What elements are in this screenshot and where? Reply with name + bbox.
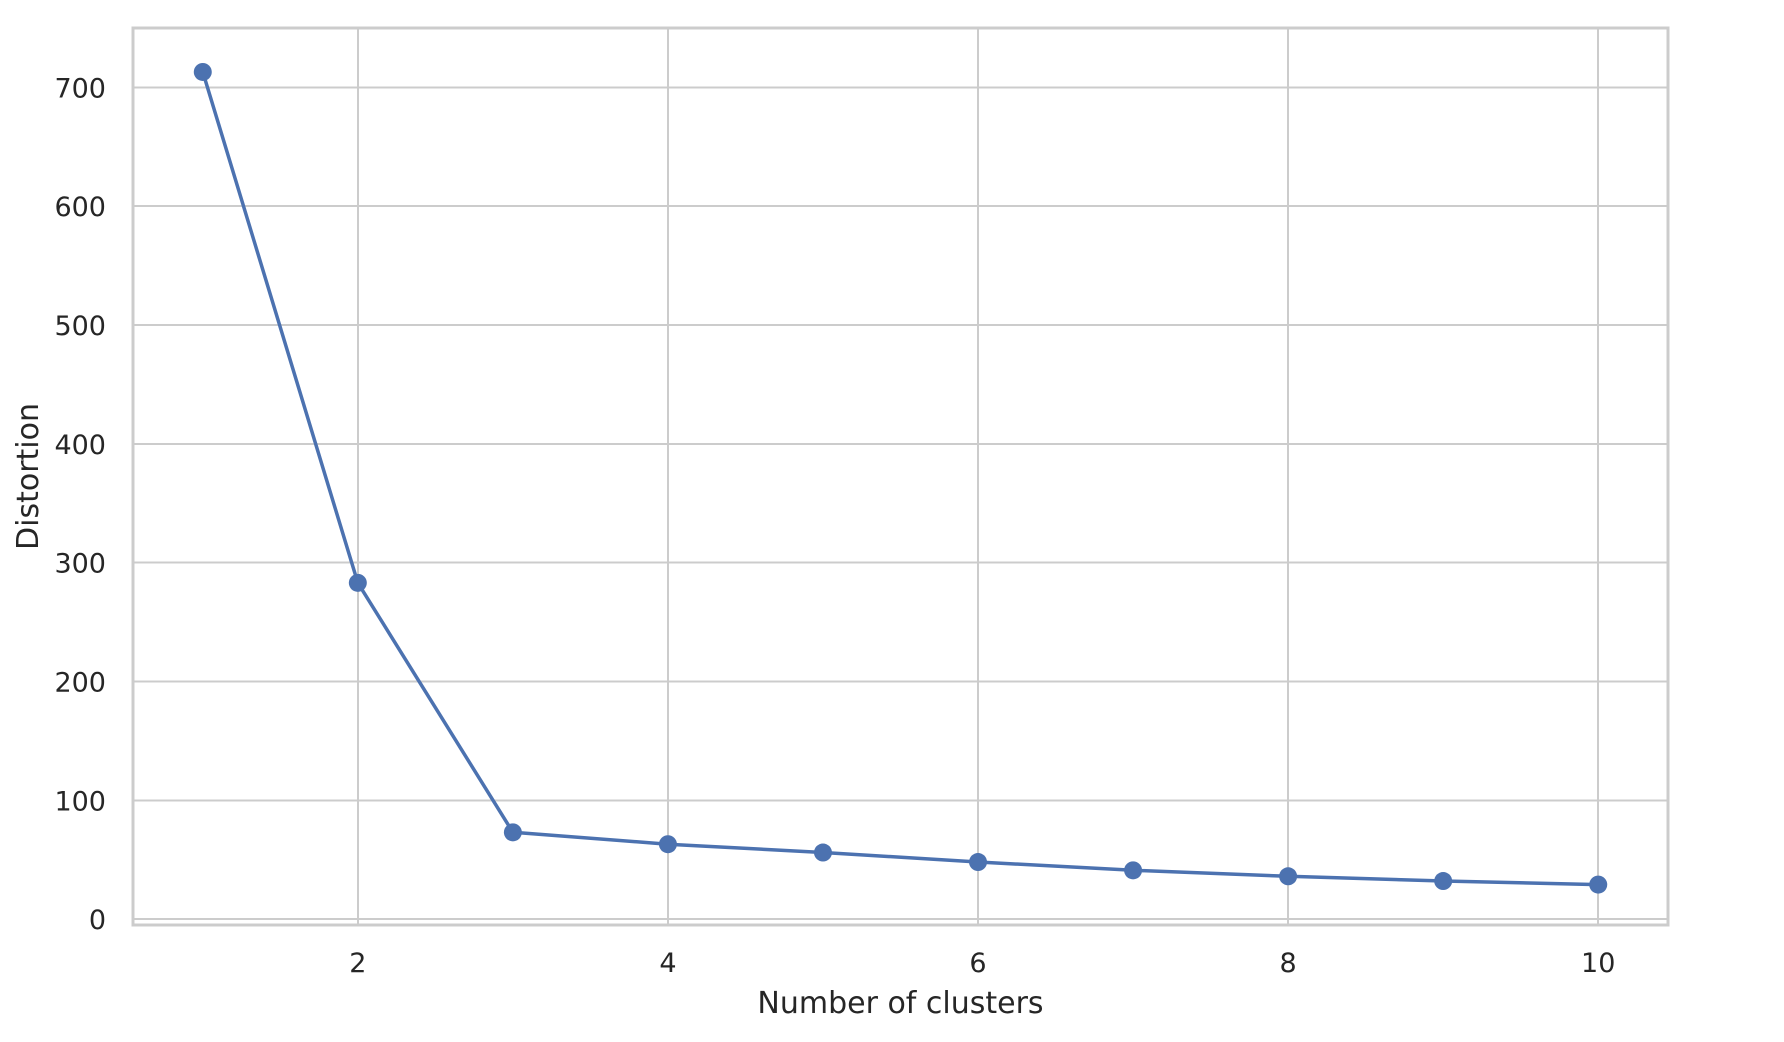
data-point bbox=[969, 853, 988, 872]
y-tick-label: 0 bbox=[89, 905, 106, 936]
x-tick-label: 10 bbox=[1581, 948, 1615, 979]
y-tick-label: 300 bbox=[54, 549, 106, 580]
data-point bbox=[1434, 872, 1453, 891]
x-axis-label: Number of clusters bbox=[757, 986, 1043, 1021]
data-point bbox=[503, 823, 522, 842]
series-line bbox=[201, 70, 1600, 887]
y-tick-label: 200 bbox=[54, 667, 106, 698]
data-point bbox=[193, 62, 212, 81]
data-point bbox=[813, 843, 832, 862]
y-tick-label: 700 bbox=[54, 73, 106, 104]
x-tick-label: 8 bbox=[1280, 948, 1297, 979]
x-tick-label: 6 bbox=[969, 948, 986, 979]
data-point bbox=[1589, 875, 1608, 894]
y-axis-label: Distortion bbox=[11, 403, 46, 550]
y-tick-label: 100 bbox=[54, 786, 106, 817]
y-tick-label: 600 bbox=[54, 192, 106, 223]
plot-frame bbox=[131, 26, 1670, 927]
grid-layer bbox=[133, 28, 1668, 925]
data-point bbox=[1124, 861, 1143, 880]
data-point bbox=[348, 573, 367, 592]
y-tick-label: 500 bbox=[54, 311, 106, 342]
series-layer bbox=[193, 62, 1608, 894]
x-tick-label: 2 bbox=[349, 948, 366, 979]
data-point bbox=[658, 835, 677, 854]
data-point bbox=[1279, 867, 1298, 886]
x-tick-label: 4 bbox=[659, 948, 676, 979]
y-tick-label: 400 bbox=[54, 430, 106, 461]
